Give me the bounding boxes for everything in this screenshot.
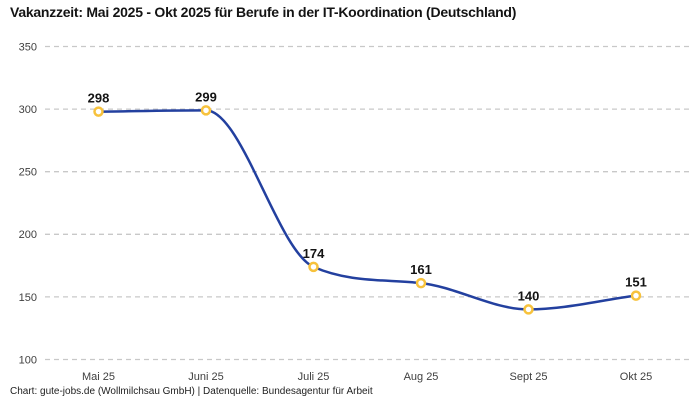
- chart-title: Vakanzzeit: Mai 2025 - Okt 2025 für Beru…: [10, 4, 517, 20]
- x-axis-tick-label: Okt 25: [620, 371, 652, 383]
- data-point-marker: [415, 277, 427, 289]
- y-axis-tick-label: 150: [19, 292, 37, 304]
- chart-credit: Chart: gute-jobs.de (Wollmilchsau GmbH) …: [10, 386, 373, 397]
- data-point-marker: [523, 304, 534, 315]
- data-point-label: 140: [518, 288, 540, 303]
- data-point-marker: [630, 290, 642, 301]
- data-point-label: 299: [195, 89, 217, 104]
- x-axis-tick-label: Aug 25: [404, 371, 439, 383]
- data-point-label: 298: [88, 91, 110, 106]
- y-axis-tick-label: 250: [19, 167, 37, 179]
- data-point-marker: [200, 105, 212, 116]
- y-axis-tick-label: 300: [19, 104, 37, 116]
- x-axis-tick-label: Sept 25: [510, 371, 548, 383]
- y-axis-tick-label: 350: [19, 41, 37, 53]
- data-point-label: 161: [410, 262, 432, 277]
- y-axis-tick-label: 200: [19, 229, 37, 241]
- data-point-marker: [93, 106, 104, 117]
- x-axis-tick-label: Juli 25: [298, 371, 330, 383]
- data-point-label: 174: [303, 246, 325, 261]
- x-axis-tick-label: Juni 25: [188, 371, 223, 383]
- series-line: [97, 109, 638, 311]
- data-point-label: 151: [625, 275, 647, 290]
- data-point-marker: [308, 261, 319, 273]
- y-axis-tick-label: 100: [19, 354, 37, 366]
- x-axis-tick-label: Mai 25: [82, 371, 115, 383]
